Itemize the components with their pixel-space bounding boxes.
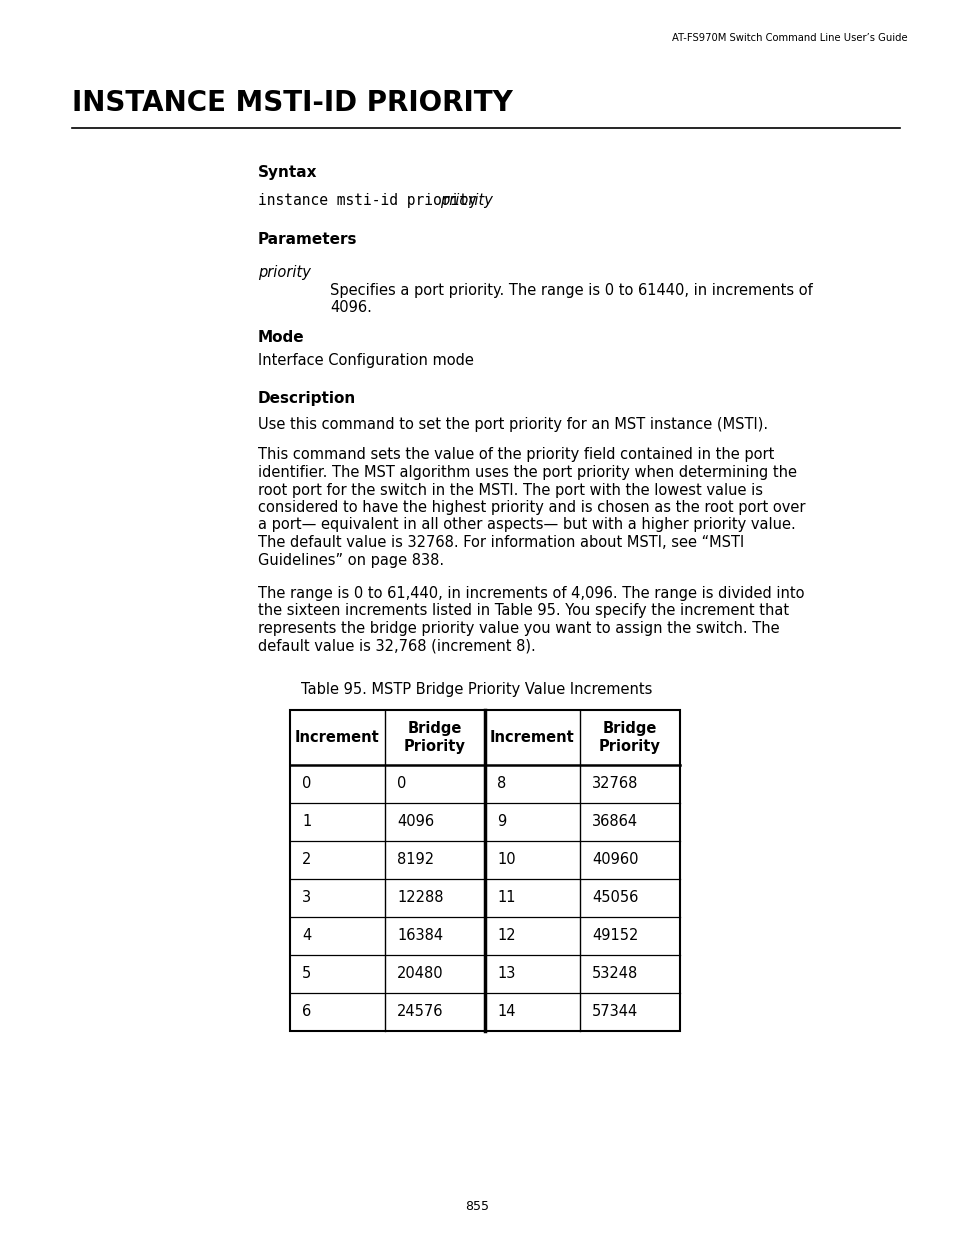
Text: 855: 855 <box>464 1200 489 1214</box>
Text: Increment: Increment <box>294 730 379 745</box>
Text: represents the bridge priority value you want to assign the switch. The: represents the bridge priority value you… <box>257 621 779 636</box>
Text: Parameters: Parameters <box>257 232 357 247</box>
Text: 57344: 57344 <box>592 1004 638 1019</box>
Text: 53248: 53248 <box>592 966 638 981</box>
Text: 4: 4 <box>302 927 311 944</box>
Text: 10: 10 <box>497 852 515 867</box>
Text: Bridge: Bridge <box>407 720 461 736</box>
Text: 9: 9 <box>497 814 506 829</box>
Text: 49152: 49152 <box>592 927 638 944</box>
Text: 11: 11 <box>497 890 515 905</box>
Text: 4096.: 4096. <box>330 300 372 315</box>
Text: 20480: 20480 <box>396 966 443 981</box>
Text: INSTANCE MSTI-ID PRIORITY: INSTANCE MSTI-ID PRIORITY <box>71 89 513 117</box>
Text: This command sets the value of the priority field contained in the port: This command sets the value of the prior… <box>257 447 774 462</box>
Text: 12: 12 <box>497 927 515 944</box>
Text: 12288: 12288 <box>396 890 443 905</box>
Text: priority: priority <box>439 193 493 207</box>
Text: 14: 14 <box>497 1004 515 1019</box>
Text: Use this command to set the port priority for an MST instance (MSTI).: Use this command to set the port priorit… <box>257 417 767 432</box>
Text: instance msti-id priority: instance msti-id priority <box>257 193 485 207</box>
Text: Bridge: Bridge <box>602 720 657 736</box>
Text: 45056: 45056 <box>592 890 638 905</box>
Text: considered to have the highest priority and is chosen as the root port over: considered to have the highest priority … <box>257 500 804 515</box>
Text: 24576: 24576 <box>396 1004 443 1019</box>
Text: identifier. The MST algorithm uses the port priority when determining the: identifier. The MST algorithm uses the p… <box>257 466 796 480</box>
Text: 0: 0 <box>302 776 311 790</box>
Text: Mode: Mode <box>257 331 304 346</box>
Text: 0: 0 <box>396 776 406 790</box>
Text: Specifies a port priority. The range is 0 to 61440, in increments of: Specifies a port priority. The range is … <box>330 283 812 298</box>
Text: 6: 6 <box>302 1004 311 1019</box>
Text: 8192: 8192 <box>396 852 434 867</box>
Text: 2: 2 <box>302 852 311 867</box>
Text: 5: 5 <box>302 966 311 981</box>
Text: The default value is 32768. For information about MSTI, see “MSTI: The default value is 32768. For informat… <box>257 535 743 550</box>
Text: Interface Configuration mode: Interface Configuration mode <box>257 352 474 368</box>
Text: Priority: Priority <box>598 739 660 753</box>
Text: 36864: 36864 <box>592 814 638 829</box>
Text: AT-FS970M Switch Command Line User’s Guide: AT-FS970M Switch Command Line User’s Gui… <box>672 33 907 43</box>
Text: The range is 0 to 61,440, in increments of 4,096. The range is divided into: The range is 0 to 61,440, in increments … <box>257 585 803 601</box>
Text: 8: 8 <box>497 776 506 790</box>
Text: a port— equivalent in all other aspects— but with a higher priority value.: a port— equivalent in all other aspects—… <box>257 517 795 532</box>
Text: Syntax: Syntax <box>257 164 317 179</box>
Text: Table 95. MSTP Bridge Priority Value Increments: Table 95. MSTP Bridge Priority Value Inc… <box>301 682 652 697</box>
Text: Guidelines” on page 838.: Guidelines” on page 838. <box>257 552 444 568</box>
Text: 16384: 16384 <box>396 927 442 944</box>
Text: 3: 3 <box>302 890 311 905</box>
Text: the sixteen increments listed in Table 95. You specify the increment that: the sixteen increments listed in Table 9… <box>257 604 788 619</box>
Text: Description: Description <box>257 390 355 405</box>
Text: 4096: 4096 <box>396 814 434 829</box>
Text: root port for the switch in the MSTI. The port with the lowest value is: root port for the switch in the MSTI. Th… <box>257 483 762 498</box>
Text: 1: 1 <box>302 814 311 829</box>
Text: default value is 32,768 (increment 8).: default value is 32,768 (increment 8). <box>257 638 536 653</box>
Text: Increment: Increment <box>490 730 575 745</box>
Text: 32768: 32768 <box>592 776 638 790</box>
Text: Priority: Priority <box>404 739 465 753</box>
Text: priority: priority <box>257 264 311 279</box>
Text: 40960: 40960 <box>592 852 638 867</box>
Bar <box>290 709 679 1030</box>
Text: 13: 13 <box>497 966 515 981</box>
